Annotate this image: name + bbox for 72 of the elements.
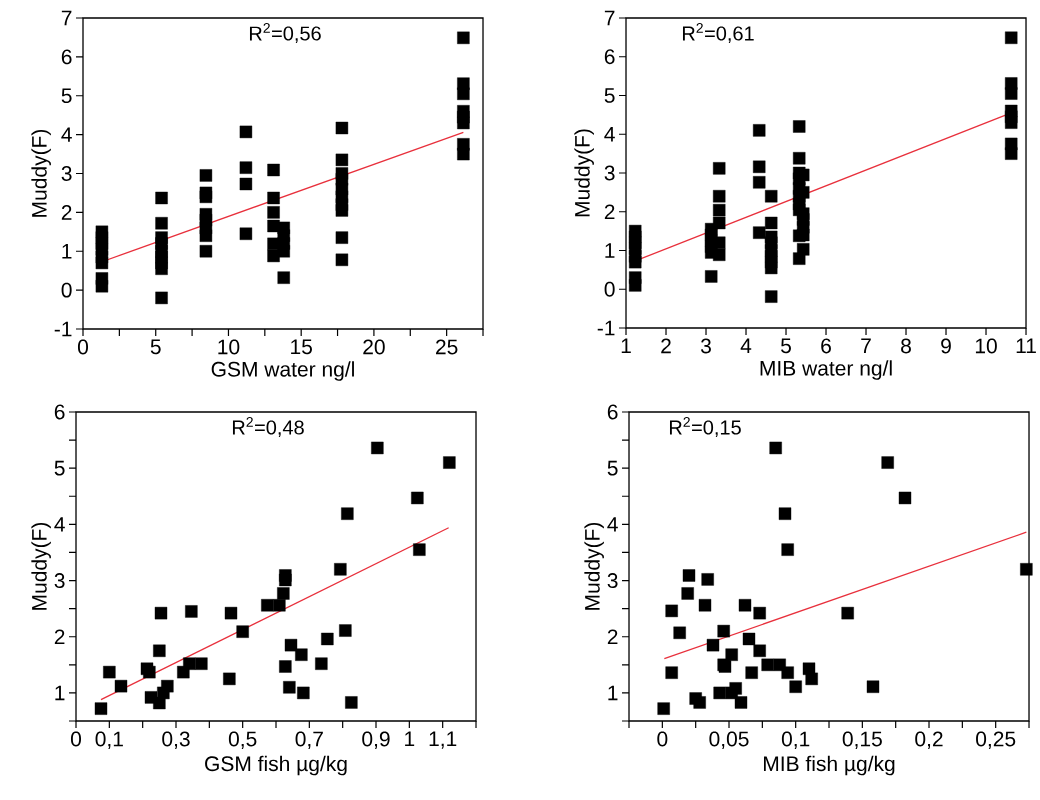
x-tick-label: 3 xyxy=(700,338,711,354)
y-tick-label: 5 xyxy=(604,88,615,103)
x-tick-label: 0,2 xyxy=(915,731,943,749)
x-tick-label: 0,7 xyxy=(295,731,323,749)
y-axis-title: Muddy(F) xyxy=(584,522,604,610)
x-tick-label: 6 xyxy=(821,338,831,354)
x-tick-label: 0,25 xyxy=(976,731,1016,749)
y-tick-label: 4 xyxy=(604,127,615,142)
x-tick-label: 2 xyxy=(661,338,671,354)
y-tick-label: 2 xyxy=(61,205,72,220)
annotation: R$^{2}$=0,48 xyxy=(232,417,304,437)
y-tick-label: 2 xyxy=(54,629,65,645)
y-tick-label: 5 xyxy=(607,460,618,476)
x-axis-title: MIB fish µg/kg xyxy=(764,755,895,776)
y-tick-label: 3 xyxy=(607,573,618,588)
x-tick-label: 1,1 xyxy=(429,731,457,749)
x-axis-title: MIB water ng/l xyxy=(760,360,892,380)
x-tick-label: 0,05 xyxy=(709,731,749,749)
y-tick-label: 3 xyxy=(604,165,615,181)
x-axis-title: GSM fish µg/kg xyxy=(205,755,347,776)
y-axis-title: Muddy(F) xyxy=(31,522,51,610)
y-tick-label: 5 xyxy=(61,88,72,104)
y-tick-label: 6 xyxy=(607,404,618,420)
x-tick-label: 0,1 xyxy=(781,731,810,749)
x-tick-label: 4 xyxy=(740,338,752,353)
y-tick-label: 4 xyxy=(607,517,618,532)
y-tick-label: 6 xyxy=(54,404,65,420)
y-axis-title: Muddy(F) xyxy=(574,129,594,217)
y-tick-label: 2 xyxy=(604,204,615,220)
x-tick-label: 1 xyxy=(621,338,631,353)
y-tick-label: 6 xyxy=(604,49,615,65)
annotation: R$^{2}$=0,61 xyxy=(682,23,754,43)
x-tick-label: 0,3 xyxy=(162,731,190,749)
y-axis-title: Muddy(F) xyxy=(31,129,51,217)
annotation: R$^{2}$=0,15 xyxy=(669,417,741,437)
x-axis-title: GSM water ng/l xyxy=(211,361,354,381)
x-tick-label: 5 xyxy=(150,339,161,355)
y-tick-label: -1 xyxy=(597,320,615,336)
x-tick-label: 10 xyxy=(975,338,997,354)
x-tick-label: 7 xyxy=(861,338,871,353)
y-tick-label: 1 xyxy=(62,244,72,259)
y-tick-label: 4 xyxy=(54,517,65,532)
y-tick-label: 0 xyxy=(61,282,72,298)
x-tick-label: 0 xyxy=(77,339,89,355)
y-tick-label: 0 xyxy=(604,281,615,297)
x-tick-label: 15 xyxy=(291,339,312,355)
y-tick-label: 6 xyxy=(61,49,72,65)
y-tick-label: 2 xyxy=(607,629,618,645)
x-tick-label: 0,1 xyxy=(95,731,123,749)
x-tick-label: 0 xyxy=(657,731,668,747)
x-tick-label: 5 xyxy=(781,338,791,354)
y-tick-label: 1 xyxy=(55,685,65,701)
y-tick-label: 5 xyxy=(54,460,65,476)
x-tick-label: 8 xyxy=(901,338,911,354)
y-tick-label: 1 xyxy=(605,243,615,258)
x-tick-label: 0,9 xyxy=(362,731,390,749)
y-tick-label: -1 xyxy=(54,321,72,337)
y-tick-label: 4 xyxy=(61,127,72,142)
x-tick-label: 9 xyxy=(941,338,951,354)
x-tick-label: 20 xyxy=(363,339,385,355)
y-tick-label: 3 xyxy=(54,573,65,588)
x-tick-label: 0,15 xyxy=(842,731,882,749)
x-tick-label: 11 xyxy=(1016,338,1036,353)
x-tick-label: 1 xyxy=(405,731,415,746)
x-tick-label: 10 xyxy=(218,339,240,355)
y-tick-label: 3 xyxy=(61,166,72,181)
y-tick-label: 1 xyxy=(608,685,618,701)
x-tick-label: 0,5 xyxy=(228,731,257,749)
y-tick-label: 7 xyxy=(604,10,615,26)
y-tick-label: 7 xyxy=(61,10,72,26)
x-tick-label: 25 xyxy=(436,339,458,355)
annotation: R$^{2}$=0,56 xyxy=(249,23,321,43)
